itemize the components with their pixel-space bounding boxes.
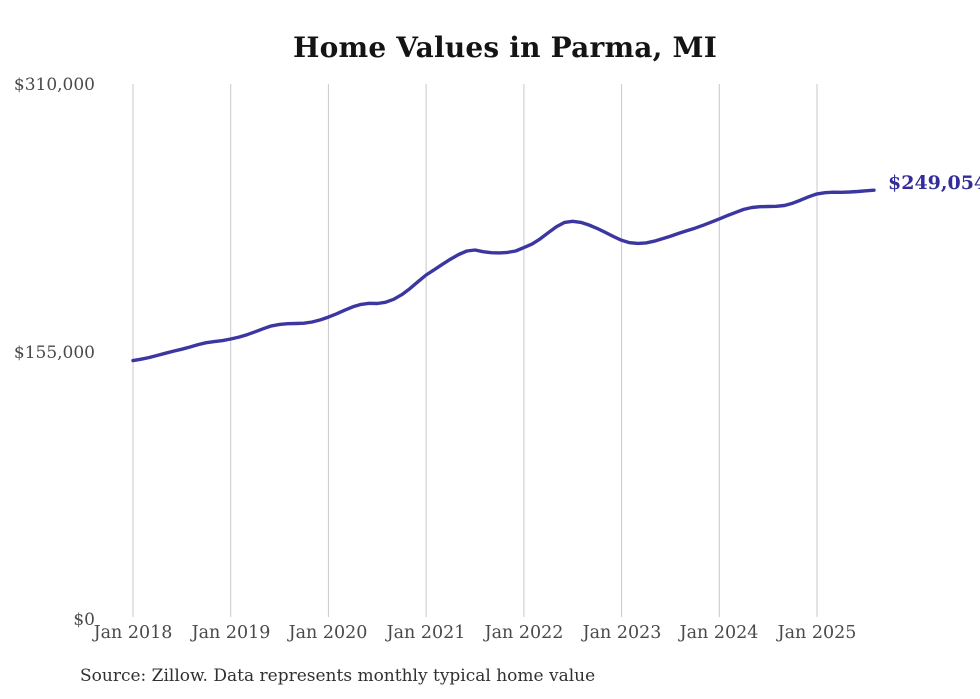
x-tick-label: Jan 2025 <box>777 623 857 643</box>
x-tick-label: Jan 2024 <box>679 623 759 643</box>
x-tick-label: Jan 2023 <box>582 623 662 643</box>
x-tick-label: Jan 2018 <box>93 623 173 643</box>
chart-title: Home Values in Parma, MI <box>292 31 718 64</box>
y-tick-label: $310,000 <box>13 75 95 95</box>
y-tick-label: $0 <box>73 610 95 630</box>
source-note: Source: Zillow. Data represents monthly … <box>80 666 596 686</box>
latest-value-label: $249,054 <box>888 172 980 194</box>
x-tick-label: Jan 2019 <box>191 623 271 643</box>
home-value-line <box>131 188 876 363</box>
x-tick-label: Jan 2020 <box>288 623 368 643</box>
vertical-gridlines <box>132 84 818 617</box>
y-tick-label: $155,000 <box>13 343 95 363</box>
x-tick-label: Jan 2021 <box>386 623 466 643</box>
x-tick-label: Jan 2022 <box>484 623 564 643</box>
